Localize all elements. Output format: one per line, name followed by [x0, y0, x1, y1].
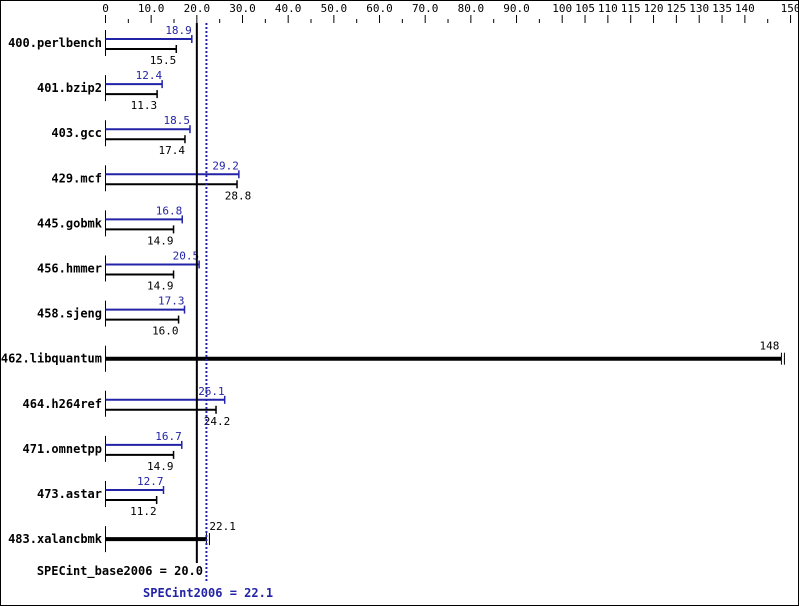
- base-reference-label: SPECint_base2006 = 20.0: [37, 564, 203, 579]
- category-label: 483.xalancbmk: [8, 532, 103, 546]
- category-label: 429.mcf: [51, 171, 102, 185]
- tick-label: 105: [575, 2, 595, 15]
- peak-reference-label: SPECint2006 = 22.1: [143, 586, 273, 600]
- category-label: 473.astar: [37, 487, 102, 501]
- base-value-label: 16.0: [152, 325, 179, 338]
- tick-label: 140: [735, 2, 755, 15]
- category-label: 458.sjeng: [37, 307, 102, 321]
- tick-label: 80.0: [458, 2, 485, 15]
- tick-label: 50.0: [321, 2, 348, 15]
- tick-label: 120: [644, 2, 664, 15]
- tick-label: 135: [712, 2, 732, 15]
- base-value-label: 148: [760, 340, 780, 353]
- peak-value-label: 29.2: [212, 159, 239, 172]
- peak-value-label: 18.9: [165, 24, 192, 37]
- category-label: 400.perlbench: [8, 36, 102, 50]
- tick-label: 125: [666, 2, 686, 15]
- tick-label: 60.0: [366, 2, 393, 15]
- tick-label: 110: [598, 2, 618, 15]
- base-value-label: 28.8: [225, 189, 252, 202]
- base-value-label: 22.1: [209, 520, 236, 533]
- category-label: 462.libquantum: [1, 352, 102, 366]
- tick-label: 70.0: [412, 2, 439, 15]
- peak-value-label: 18.5: [163, 114, 190, 127]
- base-value-label: 14.9: [147, 460, 174, 473]
- base-value-label: 14.9: [147, 234, 174, 247]
- category-label: 456.hmmer: [37, 262, 102, 276]
- tick-label: 90.0: [503, 2, 530, 15]
- tick-label: 30.0: [229, 2, 256, 15]
- base-value-label: 11.3: [131, 99, 158, 112]
- peak-value-label: 12.4: [136, 69, 163, 82]
- peak-value-label: 16.7: [155, 430, 182, 443]
- category-label: 464.h264ref: [23, 397, 102, 411]
- peak-value-label: 17.3: [158, 295, 185, 308]
- peak-value-label: 26.1: [198, 385, 225, 398]
- peak-value-label: 20.5: [173, 250, 200, 263]
- peak-value-label: 16.8: [156, 204, 183, 217]
- tick-label: 115: [621, 2, 641, 15]
- base-value-label: 11.2: [130, 505, 157, 518]
- tick-label: 0: [102, 2, 109, 15]
- base-value-label: 17.4: [158, 144, 185, 157]
- base-value-label: 15.5: [150, 54, 177, 67]
- category-label: 401.bzip2: [37, 81, 102, 95]
- base-value-label: 24.2: [204, 415, 231, 428]
- category-label: 403.gcc: [51, 126, 102, 140]
- tick-label: 150: [781, 2, 798, 15]
- base-value-label: 14.9: [147, 280, 174, 293]
- tick-label: 20.0: [184, 2, 211, 15]
- tick-label: 100: [552, 2, 572, 15]
- tick-label: 130: [689, 2, 709, 15]
- category-label: 445.gobmk: [37, 216, 103, 230]
- category-label: 471.omnetpp: [23, 442, 102, 456]
- peak-value-label: 12.7: [137, 475, 164, 488]
- tick-label: 40.0: [275, 2, 302, 15]
- tick-label: 10.0: [138, 2, 165, 15]
